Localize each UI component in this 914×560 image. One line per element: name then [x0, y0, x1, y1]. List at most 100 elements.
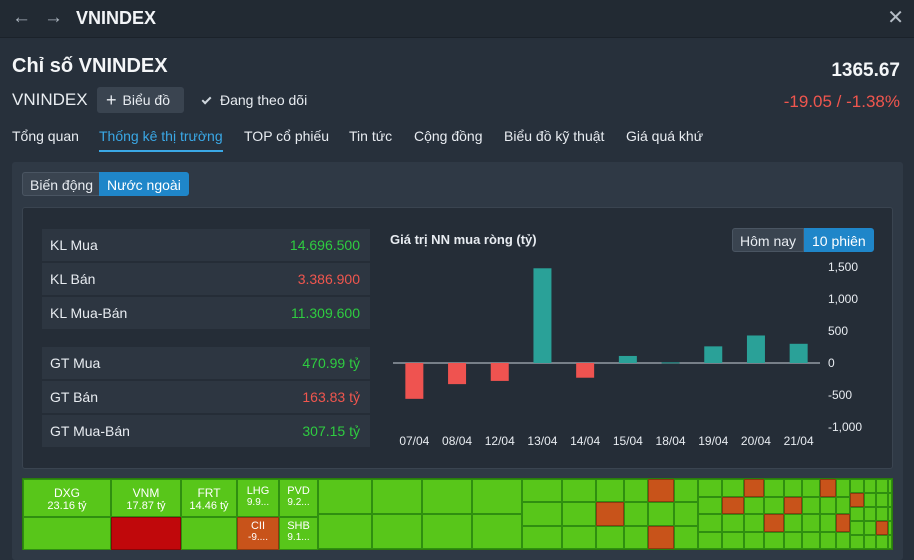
- tab-top-stocks[interactable]: TOP cổ phiếu: [244, 128, 330, 144]
- heatmap-cell[interactable]: [888, 507, 892, 521]
- heatmap-cell[interactable]: [876, 493, 888, 507]
- heatmap-cell[interactable]: [744, 531, 764, 549]
- heatmap-cell-pvd[interactable]: PVD 9.2...: [279, 479, 318, 517]
- heatmap-cell[interactable]: [802, 531, 820, 549]
- heatmap-cell[interactable]: [596, 479, 624, 503]
- heatmap-cell[interactable]: [820, 514, 836, 532]
- heatmap-cell[interactable]: [596, 502, 624, 526]
- heatmap-cell[interactable]: [820, 496, 836, 514]
- heatmap-cell[interactable]: [744, 479, 764, 497]
- heatmap-cell[interactable]: [864, 507, 876, 521]
- heatmap-cell[interactable]: [764, 496, 784, 514]
- chart-button[interactable]: + Biểu đồ: [97, 87, 184, 113]
- heatmap-cell[interactable]: [522, 525, 562, 549]
- heatmap-cell[interactable]: [764, 531, 784, 549]
- heatmap-cell[interactable]: [318, 514, 372, 549]
- heatmap-cell[interactable]: [850, 535, 864, 549]
- heatmap-cell[interactable]: [722, 496, 744, 514]
- heatmap-cell[interactable]: [674, 525, 698, 549]
- heatmap-cell[interactable]: [596, 525, 624, 549]
- heatmap-cell[interactable]: [876, 535, 888, 549]
- heatmap-cell-vnm[interactable]: VNM 17.87 tỷ: [111, 479, 181, 517]
- tab-price-history[interactable]: Giá quá khứ: [626, 128, 704, 144]
- heatmap-cell[interactable]: [318, 479, 372, 514]
- heatmap-cell[interactable]: [888, 535, 892, 549]
- heatmap-cell[interactable]: [876, 521, 888, 535]
- heatmap-cell[interactable]: [802, 496, 820, 514]
- heatmap-cell[interactable]: [422, 514, 472, 549]
- tab-market-stats[interactable]: Thống kê thị trường: [99, 128, 223, 152]
- heatmap-cell[interactable]: [836, 479, 850, 497]
- heatmap-cell[interactable]: [722, 531, 744, 549]
- heatmap-cell[interactable]: [888, 521, 892, 535]
- heatmap-cell[interactable]: [850, 493, 864, 507]
- heatmap-cell[interactable]: [764, 514, 784, 532]
- heatmap-cell[interactable]: [698, 514, 722, 532]
- heatmap-cell[interactable]: [722, 479, 744, 497]
- heatmap-cell[interactable]: [784, 531, 802, 549]
- heatmap-cell[interactable]: [850, 507, 864, 521]
- heatmap-cell[interactable]: [372, 479, 422, 514]
- tab-community[interactable]: Cộng đồng: [414, 128, 483, 144]
- heatmap-cell[interactable]: [698, 479, 722, 497]
- bar-14/04[interactable]: [576, 363, 595, 378]
- bar-07/04[interactable]: [405, 363, 424, 399]
- tab-overview[interactable]: Tổng quan: [12, 128, 79, 144]
- heatmap-cell[interactable]: [648, 525, 674, 549]
- heatmap-cell[interactable]: [562, 479, 596, 503]
- heatmap-cell[interactable]: [802, 479, 820, 497]
- heatmap-cell[interactable]: [472, 479, 522, 514]
- heatmap-cell[interactable]: [836, 496, 850, 514]
- close-icon[interactable]: ✕: [887, 7, 904, 29]
- heatmap-cell[interactable]: [698, 531, 722, 549]
- heatmap-cell[interactable]: [624, 502, 648, 526]
- segment-volatility[interactable]: Biến động: [22, 172, 102, 196]
- heatmap-cell[interactable]: [744, 496, 764, 514]
- heatmap-cell[interactable]: [648, 502, 674, 526]
- heatmap-cell[interactable]: [888, 493, 892, 507]
- heatmap-cell-frt[interactable]: FRT 14.46 tỷ: [181, 479, 237, 517]
- bar-13/04[interactable]: [533, 268, 552, 363]
- heatmap-cell[interactable]: [850, 479, 864, 493]
- heatmap-cell[interactable]: [722, 514, 744, 532]
- bar-18/04[interactable]: [661, 362, 680, 364]
- bar-08/04[interactable]: [448, 363, 467, 385]
- heatmap-cell[interactable]: [562, 525, 596, 549]
- heatmap-cell[interactable]: [522, 479, 562, 503]
- heatmap-cell[interactable]: [624, 479, 648, 503]
- heatmap-cell-shb[interactable]: SHB 9.1...: [279, 517, 318, 550]
- heatmap-cell[interactable]: [674, 479, 698, 503]
- heatmap-cell[interactable]: [648, 479, 674, 503]
- heatmap-cell[interactable]: [836, 531, 850, 549]
- forward-arrow-icon[interactable]: →: [44, 7, 63, 28]
- heatmap-cell[interactable]: [784, 514, 802, 532]
- heatmap-cell[interactable]: [784, 479, 802, 497]
- bar-21/04[interactable]: [789, 343, 808, 363]
- bar-20/04[interactable]: [746, 335, 765, 363]
- heatmap-cell[interactable]: [820, 531, 836, 549]
- heatmap-cell[interactable]: [744, 514, 764, 532]
- heatmap-cell-dxg[interactable]: DXG 23.16 tỷ: [23, 479, 111, 517]
- heatmap-cell[interactable]: [472, 514, 522, 549]
- bar-15/04[interactable]: [618, 355, 637, 363]
- range-10-sessions-button[interactable]: 10 phiên: [804, 228, 874, 252]
- tab-technical-chart[interactable]: Biểu đồ kỹ thuật: [504, 128, 605, 144]
- heatmap-cell[interactable]: [562, 502, 596, 526]
- heatmap-cell[interactable]: [876, 507, 888, 521]
- heatmap-cell[interactable]: [850, 521, 864, 535]
- heatmap-cell-lhg[interactable]: LHG 9.9...: [237, 479, 279, 517]
- bar-19/04[interactable]: [704, 346, 723, 363]
- heatmap-cell[interactable]: [802, 514, 820, 532]
- heatmap-cell[interactable]: [876, 479, 888, 493]
- heatmap-cell[interactable]: [422, 479, 472, 514]
- heatmap-cell[interactable]: [698, 496, 722, 514]
- bar-12/04[interactable]: [490, 363, 509, 381]
- heatmap-cell[interactable]: [674, 502, 698, 526]
- heatmap-cell[interactable]: [864, 479, 876, 493]
- heatmap-cell[interactable]: [864, 521, 876, 535]
- heatmap-cell[interactable]: [888, 479, 892, 493]
- heatmap-cell[interactable]: [764, 479, 784, 497]
- heatmap-cell[interactable]: [522, 502, 562, 526]
- heatmap-cell[interactable]: [864, 535, 876, 549]
- back-arrow-icon[interactable]: ←: [12, 7, 31, 28]
